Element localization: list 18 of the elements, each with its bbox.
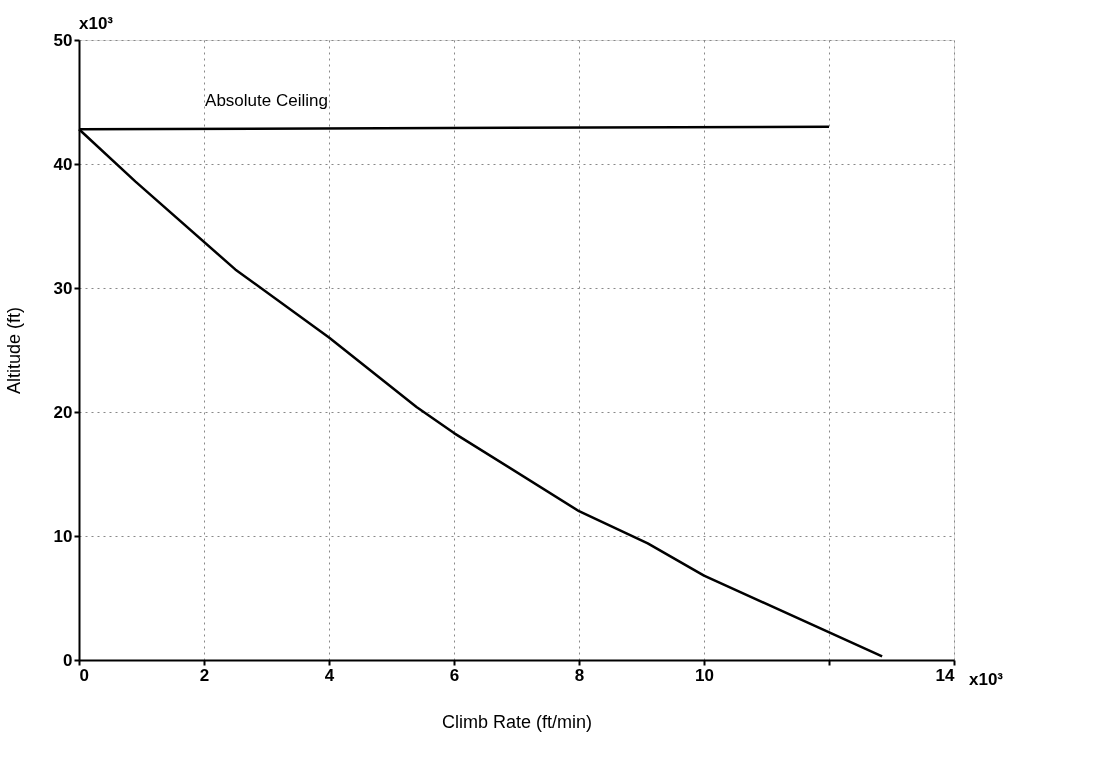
text: x10³ bbox=[969, 670, 1004, 689]
x-tick-label: 8 bbox=[574, 665, 585, 685]
series-label: Absolute Ceiling bbox=[205, 91, 328, 111]
x-tick-label: 6 bbox=[449, 665, 460, 685]
x-tick-label: 14 bbox=[935, 665, 956, 685]
y-axis-title: Altitude (ft) bbox=[3, 306, 24, 395]
y-tick-label: 50 bbox=[53, 30, 73, 50]
x-axis-title: Climb Rate (ft/min) bbox=[441, 711, 593, 732]
y-tick-label: 0 bbox=[63, 650, 73, 670]
y-tick-label: 20 bbox=[53, 402, 73, 422]
text: x10³ bbox=[79, 14, 114, 33]
x-tick-label: 0 bbox=[79, 665, 89, 685]
y-tick-label: 10 bbox=[53, 526, 73, 546]
x-tick-label: 4 bbox=[324, 665, 335, 685]
y-tick-label: 30 bbox=[53, 278, 73, 298]
y-tick-label: 40 bbox=[53, 154, 73, 174]
x-tick-label: 10 bbox=[695, 665, 714, 685]
x-tick-label: 2 bbox=[199, 665, 210, 685]
